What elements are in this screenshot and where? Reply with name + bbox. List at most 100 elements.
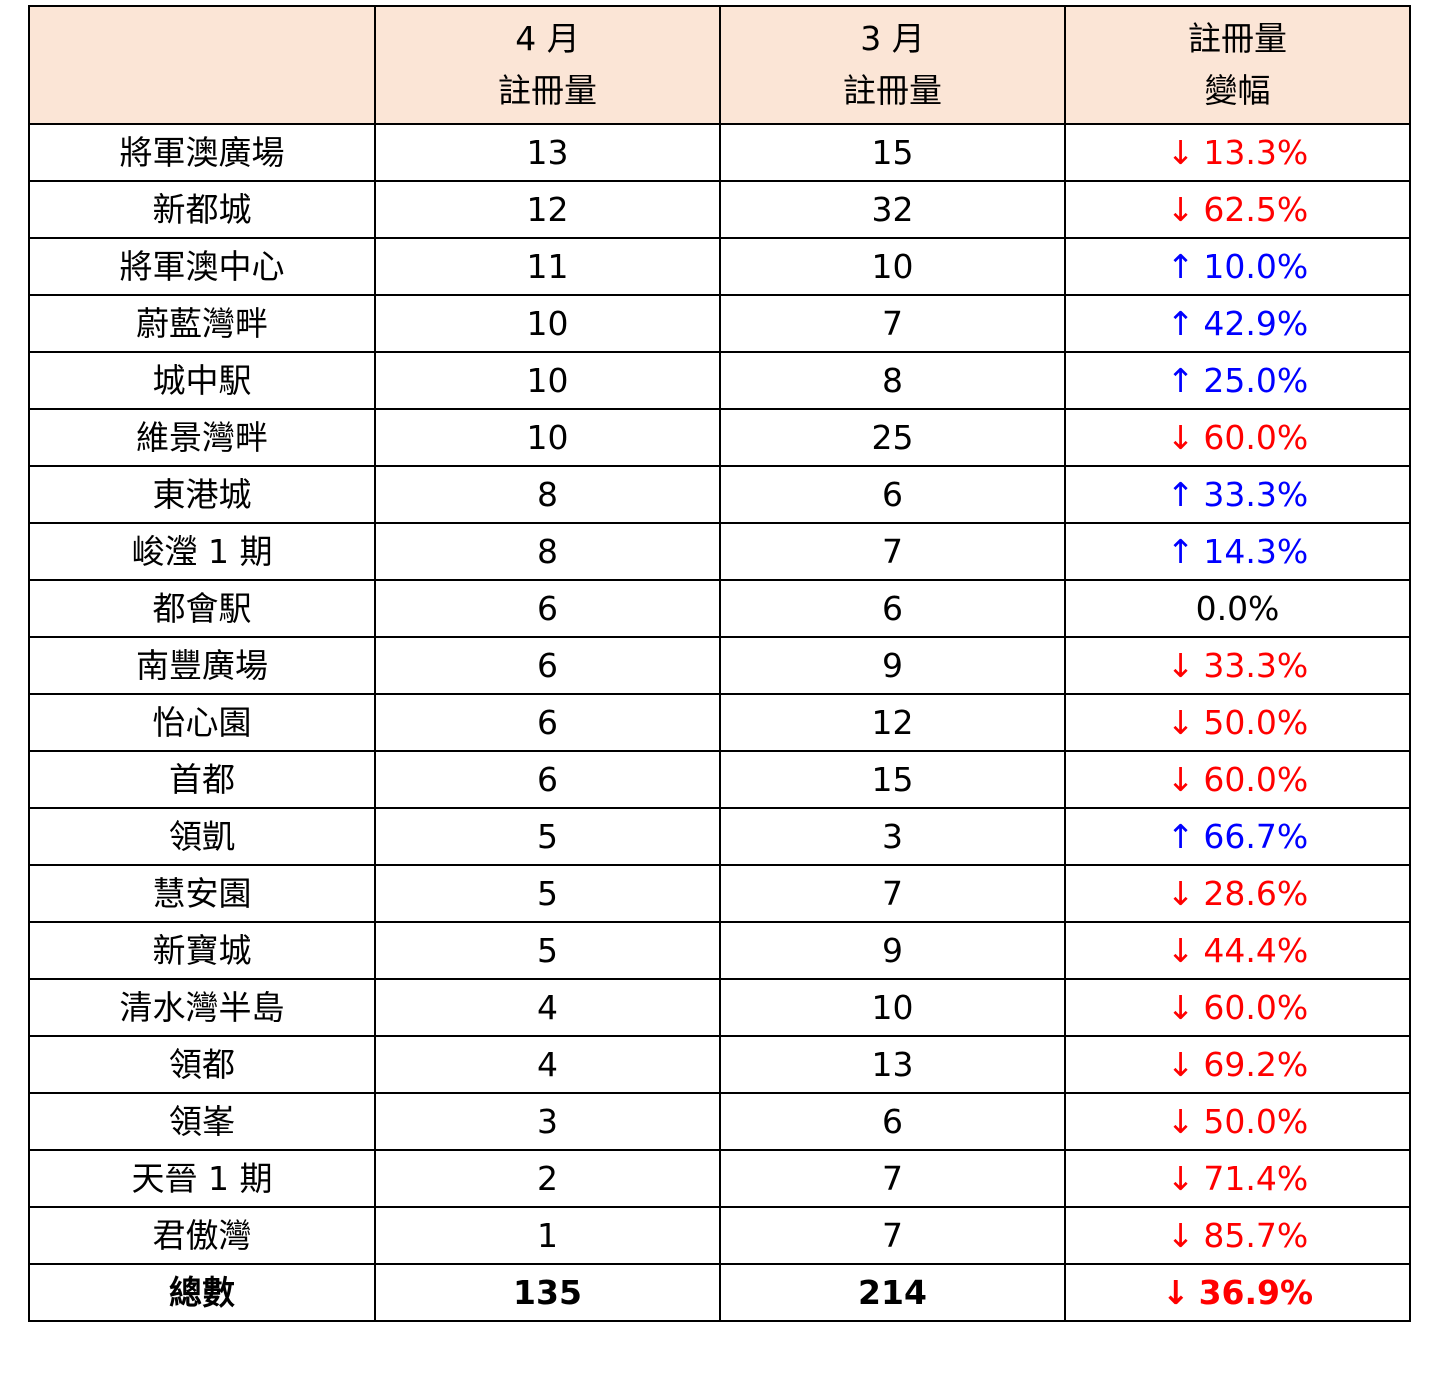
april-volume-cell: 10 bbox=[374, 351, 721, 410]
total-row: 總數 135 214 ↓ 36.9% bbox=[28, 1263, 1411, 1322]
volume-change-cell: ↓ 85.7% bbox=[1064, 1206, 1411, 1265]
estate-name-cell: 維景灣畔 bbox=[28, 408, 376, 467]
estate-name-cell: 將軍澳廣場 bbox=[28, 123, 376, 182]
estate-name-cell: 君傲灣 bbox=[28, 1206, 376, 1265]
change-percent-value: 85.7% bbox=[1203, 1216, 1309, 1255]
march-volume-cell: 6 bbox=[719, 579, 1066, 638]
march-volume-cell: 15 bbox=[719, 123, 1066, 182]
march-volume-cell: 10 bbox=[719, 237, 1066, 296]
arrow-down-icon: ↓ bbox=[1166, 1102, 1195, 1141]
april-volume-cell: 10 bbox=[374, 294, 721, 353]
volume-change-cell: ↑ 33.3% bbox=[1064, 465, 1411, 524]
change-percent-value: 71.4% bbox=[1203, 1159, 1309, 1198]
estate-name-cell: 峻瀅 1 期 bbox=[28, 522, 376, 581]
volume-change-cell: ↓ 69.2% bbox=[1064, 1035, 1411, 1094]
march-volume-cell: 13 bbox=[719, 1035, 1066, 1094]
volume-change-cell: ↓ 33.3% bbox=[1064, 636, 1411, 695]
total-label-cell: 總數 bbox=[28, 1263, 376, 1322]
estate-row: 怡心園 6 12 ↓ 50.0% bbox=[28, 693, 1411, 752]
change-percent-value: 33.3% bbox=[1203, 475, 1309, 514]
april-volume-cell: 135 bbox=[374, 1263, 721, 1322]
arrow-down-icon: ↓ bbox=[1161, 1273, 1190, 1312]
volume-change-cell: ↓ 50.0% bbox=[1064, 1092, 1411, 1151]
estate-row: 天晉 1 期 2 7 ↓ 71.4% bbox=[28, 1149, 1411, 1208]
estate-row: 君傲灣 1 7 ↓ 85.7% bbox=[28, 1206, 1411, 1265]
volume-change-cell: ↓ 62.5% bbox=[1064, 180, 1411, 239]
header-cell-volume-change: 註冊量 變幅 bbox=[1064, 5, 1411, 125]
header-march-line2: 註冊量 bbox=[843, 71, 942, 110]
header-april-line2: 註冊量 bbox=[498, 71, 597, 110]
change-percent-value: 36.9% bbox=[1198, 1273, 1314, 1312]
march-volume-cell: 7 bbox=[719, 1149, 1066, 1208]
estate-name-cell: 新都城 bbox=[28, 180, 376, 239]
arrow-down-icon: ↓ bbox=[1166, 703, 1195, 742]
arrow-up-icon: ↑ bbox=[1166, 304, 1195, 343]
change-percent-value: 10.0% bbox=[1203, 247, 1309, 286]
estate-name-cell: 天晉 1 期 bbox=[28, 1149, 376, 1208]
header-row: 4 月 註冊量 3 月 註冊量 註冊量 變幅 bbox=[28, 5, 1411, 125]
april-volume-cell: 6 bbox=[374, 636, 721, 695]
change-percent-value: 60.0% bbox=[1203, 760, 1309, 799]
march-volume-cell: 10 bbox=[719, 978, 1066, 1037]
estate-name-cell: 南豐廣場 bbox=[28, 636, 376, 695]
estate-row: 領凱 5 3 ↑ 66.7% bbox=[28, 807, 1411, 866]
estate-row: 將軍澳廣場 13 15 ↓ 13.3% bbox=[28, 123, 1411, 182]
change-percent-value: 0.0% bbox=[1195, 589, 1280, 628]
arrow-up-icon: ↑ bbox=[1166, 817, 1195, 856]
april-volume-cell: 4 bbox=[374, 1035, 721, 1094]
volume-change-cell: 0.0% bbox=[1064, 579, 1411, 638]
april-volume-cell: 1 bbox=[374, 1206, 721, 1265]
april-volume-cell: 6 bbox=[374, 579, 721, 638]
april-volume-cell: 5 bbox=[374, 921, 721, 980]
volume-change-cell: ↑ 14.3% bbox=[1064, 522, 1411, 581]
volume-change-cell: ↓ 50.0% bbox=[1064, 693, 1411, 752]
estate-name-cell: 領凱 bbox=[28, 807, 376, 866]
change-percent-value: 60.0% bbox=[1203, 418, 1309, 457]
april-volume-cell: 13 bbox=[374, 123, 721, 182]
volume-change-cell: ↓ 28.6% bbox=[1064, 864, 1411, 923]
header-change-line1: 註冊量 bbox=[1188, 19, 1287, 58]
april-volume-cell: 5 bbox=[374, 807, 721, 866]
arrow-down-icon: ↓ bbox=[1166, 418, 1195, 457]
march-volume-cell: 7 bbox=[719, 1206, 1066, 1265]
registration-table: 4 月 註冊量 3 月 註冊量 註冊量 變幅 將軍澳廣場 13 15 ↓ 13.3% 新都… bbox=[28, 5, 1411, 1322]
arrow-down-icon: ↓ bbox=[1166, 646, 1195, 685]
estate-name-cell: 新寶城 bbox=[28, 921, 376, 980]
volume-change-cell: ↑ 66.7% bbox=[1064, 807, 1411, 866]
change-percent-value: 44.4% bbox=[1203, 931, 1309, 970]
volume-change-cell: ↓ 60.0% bbox=[1064, 750, 1411, 809]
volume-change-cell: ↑ 42.9% bbox=[1064, 294, 1411, 353]
volume-change-cell: ↓ 60.0% bbox=[1064, 408, 1411, 467]
header-april-line1: 4 月 bbox=[515, 19, 580, 58]
volume-change-cell: ↓ 71.4% bbox=[1064, 1149, 1411, 1208]
april-volume-cell: 8 bbox=[374, 522, 721, 581]
estate-name-cell: 東港城 bbox=[28, 465, 376, 524]
estate-row: 蔚藍灣畔 10 7 ↑ 42.9% bbox=[28, 294, 1411, 353]
arrow-down-icon: ↓ bbox=[1166, 874, 1195, 913]
change-percent-value: 42.9% bbox=[1203, 304, 1309, 343]
estate-row: 都會駅 6 6 0.0% bbox=[28, 579, 1411, 638]
april-volume-cell: 6 bbox=[374, 693, 721, 752]
header-march-line1: 3 月 bbox=[860, 19, 925, 58]
march-volume-cell: 7 bbox=[719, 294, 1066, 353]
arrow-down-icon: ↓ bbox=[1166, 1159, 1195, 1198]
estate-row: 將軍澳中心 11 10 ↑ 10.0% bbox=[28, 237, 1411, 296]
volume-change-cell: ↑ 10.0% bbox=[1064, 237, 1411, 296]
arrow-up-icon: ↑ bbox=[1166, 247, 1195, 286]
arrow-down-icon: ↓ bbox=[1166, 988, 1195, 1027]
change-percent-value: 14.3% bbox=[1203, 532, 1309, 571]
arrow-down-icon: ↓ bbox=[1166, 190, 1195, 229]
header-cell-april-volume: 4 月 註冊量 bbox=[374, 5, 721, 125]
march-volume-cell: 8 bbox=[719, 351, 1066, 410]
estate-name-cell: 都會駅 bbox=[28, 579, 376, 638]
estate-row: 南豐廣場 6 9 ↓ 33.3% bbox=[28, 636, 1411, 695]
volume-change-cell: ↓ 13.3% bbox=[1064, 123, 1411, 182]
march-volume-cell: 9 bbox=[719, 636, 1066, 695]
estate-row: 清水灣半島 4 10 ↓ 60.0% bbox=[28, 978, 1411, 1037]
estate-name-cell: 清水灣半島 bbox=[28, 978, 376, 1037]
march-volume-cell: 12 bbox=[719, 693, 1066, 752]
estate-row: 領峯 3 6 ↓ 50.0% bbox=[28, 1092, 1411, 1151]
arrow-up-icon: ↑ bbox=[1166, 475, 1195, 514]
march-volume-cell: 25 bbox=[719, 408, 1066, 467]
march-volume-cell: 9 bbox=[719, 921, 1066, 980]
